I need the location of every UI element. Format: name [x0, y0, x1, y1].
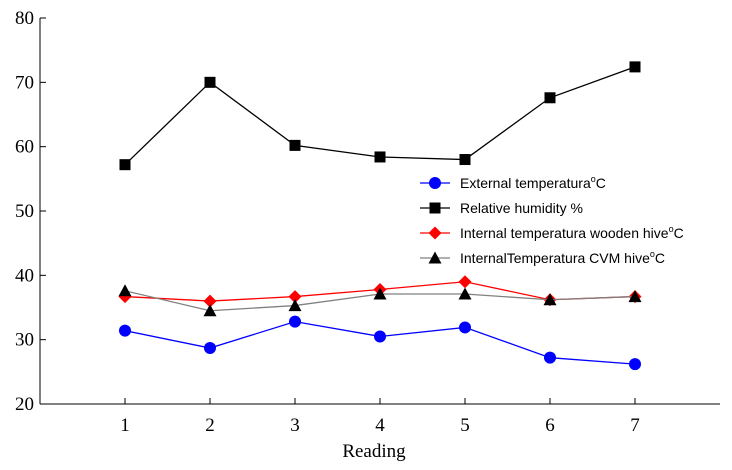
x-axis-title: Reading: [342, 441, 406, 462]
legend-item: Internal temperatura wooden hiveoC: [420, 224, 684, 241]
legend-unit: C: [596, 175, 606, 191]
y-tick-label: 20: [15, 394, 34, 415]
series-line: [124, 320, 636, 365]
data-point: [203, 304, 217, 317]
legend-marker: [428, 226, 442, 240]
y-tick-label: 80: [15, 8, 34, 29]
legend-label: External temperaturaoC: [460, 174, 606, 191]
legend-series-name: Relative humidity %: [460, 200, 583, 216]
data-point: [288, 290, 302, 304]
legend-marker: [428, 251, 442, 264]
legend-series-name: External temperatura: [460, 175, 591, 191]
data-point: [204, 342, 216, 355]
series-line: [124, 66, 636, 166]
legend-marker: [429, 202, 441, 214]
data-point: [544, 92, 556, 104]
series-2: [119, 61, 641, 171]
x-tick-label: 7: [630, 415, 640, 436]
data-point: [374, 330, 386, 343]
data-point: [203, 294, 217, 308]
data-point: [204, 76, 216, 88]
y-tick-label: 50: [15, 201, 34, 222]
series-layer: [118, 61, 642, 371]
data-point: [289, 139, 301, 151]
y-tick-label: 70: [15, 72, 34, 93]
legend-label: Internal temperatura wooden hiveoC: [460, 224, 684, 241]
data-point: [629, 358, 641, 371]
legend-series-name: Internal temperatura wooden hive: [460, 225, 669, 241]
legend-label: InternalTemperatura CVM hiveoC: [460, 249, 665, 266]
y-tick-label: 40: [15, 265, 34, 286]
x-tick-label: 1: [120, 415, 130, 436]
legend-unit: C: [674, 225, 684, 241]
legend-series-name: InternalTemperatura CVM hive: [460, 250, 650, 266]
data-point: [543, 293, 557, 306]
x-tick-label: 6: [545, 415, 555, 436]
data-point: [544, 351, 556, 364]
x-tick-label: 5: [460, 415, 470, 436]
legend-item: InternalTemperatura CVM hiveoC: [420, 249, 665, 266]
data-point: [289, 315, 301, 328]
data-point: [629, 61, 641, 73]
chart-axes: [39, 17, 720, 405]
legend-item: Relative humidity %: [420, 200, 583, 216]
y-tick-labels: 20 30 40 50 60 70 80: [15, 8, 34, 415]
data-point: [119, 159, 131, 171]
legend-marker: [429, 177, 441, 189]
data-point: [459, 154, 471, 166]
series-4: [118, 284, 642, 317]
x-tick-label: 3: [290, 415, 300, 436]
legend-degree-superscript: o: [591, 174, 596, 184]
data-point: [458, 275, 472, 289]
data-point: [458, 287, 472, 300]
data-point: [119, 324, 131, 337]
data-point: [459, 321, 471, 334]
x-tick-label: 4: [375, 415, 385, 436]
data-point: [374, 151, 386, 163]
legend-degree-superscript: o: [669, 224, 674, 234]
legend-label: Relative humidity %: [460, 200, 583, 216]
data-point: [628, 290, 642, 303]
data-point: [118, 284, 132, 297]
x-tick-labels: 1 2 3 4 5 6 7: [120, 415, 640, 436]
x-tick-label: 2: [205, 415, 215, 436]
legend-unit: C: [655, 250, 665, 266]
legend-item: External temperaturaoC: [420, 174, 606, 191]
series-1: [119, 315, 641, 371]
y-tick-label: 30: [15, 330, 34, 351]
legend-degree-superscript: o: [650, 249, 655, 259]
y-tick-label: 60: [15, 137, 34, 158]
data-point: [288, 299, 302, 312]
data-point: [373, 287, 387, 300]
